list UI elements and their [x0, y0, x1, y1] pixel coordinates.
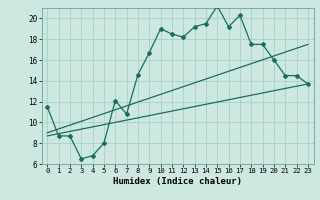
X-axis label: Humidex (Indice chaleur): Humidex (Indice chaleur): [113, 177, 242, 186]
